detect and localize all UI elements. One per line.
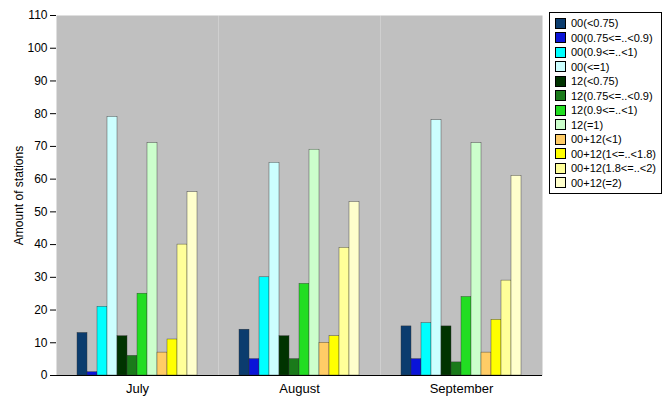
svg-text:20: 20 bbox=[34, 303, 48, 317]
html-text:00+12(1.8<=..<2): 00+12(1.8<=..<2) bbox=[571, 162, 656, 174]
svg-text:30: 30 bbox=[34, 270, 48, 284]
html-text:12(=1): 12(=1) bbox=[571, 118, 604, 131]
svg-text:September: September bbox=[430, 381, 494, 396]
svg-text:August: August bbox=[279, 381, 320, 396]
html-text:12(<0.75): 12(<0.75) bbox=[571, 75, 619, 87]
svg-text:90: 90 bbox=[34, 74, 48, 88]
svg-text:100: 100 bbox=[27, 41, 47, 55]
svg-text:40: 40 bbox=[34, 237, 48, 251]
svg-text:July: July bbox=[126, 381, 150, 396]
html-text:00+12(1<=..<1.8): 00+12(1<=..<1.8) bbox=[571, 147, 656, 160]
html-text:00(0.9<=..<1): 00(0.9<=..<1) bbox=[571, 46, 638, 58]
html-text:00(0.75<=..<0.9): 00(0.75<=..<0.9) bbox=[571, 31, 653, 44]
html-text:00+12(<1): 00+12(<1) bbox=[571, 133, 622, 145]
svg-text:Amount of stations: Amount of stations bbox=[12, 146, 26, 245]
svg-text:10: 10 bbox=[34, 336, 48, 350]
svg-text:0: 0 bbox=[41, 368, 48, 382]
html-text:12(0.75<=..<0.9): 12(0.75<=..<0.9) bbox=[571, 89, 653, 102]
html-text:12(0.9<=..<1): 12(0.9<=..<1) bbox=[571, 104, 638, 116]
html-text:00(<0.75): 00(<0.75) bbox=[571, 17, 619, 29]
html-text:00(<=1): 00(<=1) bbox=[571, 60, 610, 73]
svg-text:80: 80 bbox=[34, 107, 48, 121]
svg-text:70: 70 bbox=[34, 139, 48, 153]
svg-text:60: 60 bbox=[34, 172, 48, 186]
html-text:00+12(=2): 00+12(=2) bbox=[571, 176, 622, 189]
svg-text:50: 50 bbox=[34, 205, 48, 219]
svg-text:110: 110 bbox=[28, 8, 47, 22]
